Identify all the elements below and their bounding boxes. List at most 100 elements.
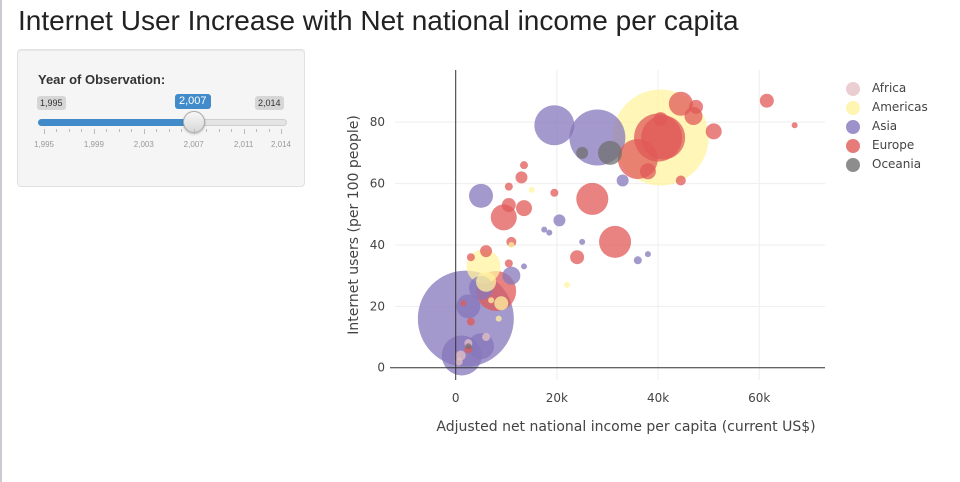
slider-tick-mark xyxy=(118,129,120,132)
bubble-chart: 0 20k 40k 60k 0 20 40 60 80 Adjusted net national… xyxy=(346,70,825,435)
y-axis-title: Internet users (per 100 people) xyxy=(346,115,362,335)
bubble-americas[interactable] xyxy=(528,186,535,193)
y-tick-label: 80 xyxy=(370,115,385,129)
slider-tick-mark xyxy=(243,129,245,134)
bubble-americas[interactable] xyxy=(476,271,497,292)
legend-label-africa: Africa xyxy=(872,81,907,95)
bubble-asia[interactable] xyxy=(469,183,493,208)
bubble-europe[interactable] xyxy=(504,182,513,191)
bubble-europe[interactable] xyxy=(689,99,703,114)
slider-tick-mark xyxy=(81,129,83,132)
slider-tick-mark xyxy=(143,129,145,134)
slider-tick-mark xyxy=(256,129,258,132)
bubble-asia[interactable] xyxy=(633,256,642,265)
x-tick-label: 20k xyxy=(546,391,568,405)
slider-tick-label: 2,007 xyxy=(183,140,204,149)
bubble-europe[interactable] xyxy=(639,163,656,180)
bubble-asia[interactable] xyxy=(553,214,566,227)
window-left-border xyxy=(0,0,2,482)
bubble-americas[interactable] xyxy=(495,315,502,322)
bubble-asia[interactable] xyxy=(644,251,651,258)
slider-tick-label: 1,999 xyxy=(83,140,104,149)
legend-label-asia: Asia xyxy=(872,119,898,133)
legend-swatch-europe xyxy=(846,139,860,153)
bubble-asia[interactable] xyxy=(468,333,494,360)
slider-label: Year of Observation: xyxy=(38,72,166,87)
legend-label-oceania: Oceania xyxy=(872,157,922,171)
bubble-europe[interactable] xyxy=(501,198,516,213)
slider-tick-mark xyxy=(193,129,195,134)
slider-tick-mark xyxy=(106,129,108,132)
bubble-europe[interactable] xyxy=(550,188,559,197)
x-tick-label: 60k xyxy=(748,391,770,405)
bubble-europe[interactable] xyxy=(570,250,585,265)
slider-tick-mark xyxy=(206,129,208,132)
slider-tick-mark xyxy=(268,129,270,132)
bubble-asia[interactable] xyxy=(502,266,521,285)
bubble-europe[interactable] xyxy=(504,259,513,268)
slider-tick-label: 2,011 xyxy=(233,140,254,149)
bubble-asia[interactable] xyxy=(521,263,527,270)
bubble-asia[interactable] xyxy=(456,294,481,319)
y-tick-label: 20 xyxy=(370,299,385,313)
slider-tick-mark xyxy=(281,129,282,134)
bubble-americas[interactable] xyxy=(564,281,570,288)
slider-tick-mark xyxy=(168,129,170,132)
bubble-europe[interactable] xyxy=(466,317,475,326)
slider-tick-mark xyxy=(131,129,133,132)
slider-min-label: 1,995 xyxy=(37,96,66,110)
bubble-europe[interactable] xyxy=(675,175,686,186)
slider-tick-mark xyxy=(231,129,233,132)
bubble-europe[interactable] xyxy=(653,112,668,127)
legend-swatch-africa xyxy=(846,82,860,96)
bubble-americas[interactable] xyxy=(508,241,515,248)
bubble-europe[interactable] xyxy=(466,253,475,262)
bubble-africa[interactable] xyxy=(454,357,463,366)
bubble-americas[interactable] xyxy=(494,296,509,311)
year-slider-fill xyxy=(38,119,194,126)
page-title: Internet User Increase with Net national… xyxy=(18,5,739,36)
bubble-europe[interactable] xyxy=(705,123,722,140)
slider-tick-mark xyxy=(56,129,58,132)
bubble-europe[interactable] xyxy=(460,300,467,307)
bubble-oceania[interactable] xyxy=(465,343,472,350)
bubble-europe[interactable] xyxy=(515,171,528,184)
bubble-asia[interactable] xyxy=(616,174,629,187)
bubble-europe[interactable] xyxy=(668,91,693,116)
bubble-europe[interactable] xyxy=(516,200,532,217)
y-tick-label: 60 xyxy=(370,177,385,191)
slider-tick-mark xyxy=(181,129,183,132)
bubble-asia[interactable] xyxy=(579,238,586,245)
slider-max-label: 2,014 xyxy=(255,96,284,110)
legend-swatch-oceania xyxy=(846,158,860,172)
slider-tick-mark xyxy=(218,129,220,132)
x-tick-label: 0 xyxy=(452,391,460,405)
slider-tick-mark xyxy=(44,129,45,134)
bubble-europe[interactable] xyxy=(576,182,609,215)
legend-label-europe: Europe xyxy=(872,138,915,152)
bubble-europe[interactable] xyxy=(480,245,493,258)
bubble-africa[interactable] xyxy=(482,333,491,342)
legend-swatch-asia xyxy=(846,120,860,134)
bubble-oceania[interactable] xyxy=(576,146,589,159)
bubble-oceania[interactable] xyxy=(598,140,622,165)
slider-tick-mark xyxy=(68,129,70,132)
y-tick-label: 0 xyxy=(377,361,385,375)
bubble-europe[interactable] xyxy=(791,122,798,129)
x-axis-title: Adjusted net national income per capita … xyxy=(436,419,815,435)
y-tick-label: 40 xyxy=(370,238,385,252)
bubble-europe[interactable] xyxy=(520,161,528,170)
bubble-europe[interactable] xyxy=(759,93,774,108)
sidebar-panel: Year of Observation: 1,995 2,007 2,014 1… xyxy=(17,49,305,187)
bubble-americas[interactable] xyxy=(488,297,495,304)
slider-current-label: 2,007 xyxy=(175,94,211,109)
bubble-asia[interactable] xyxy=(534,105,575,146)
bubble-asia[interactable] xyxy=(541,226,548,233)
slider-tick-mark xyxy=(93,129,95,134)
bubble-asia[interactable] xyxy=(546,229,553,236)
slider-tick-mark xyxy=(156,129,158,132)
slider-tick-label: 1,995 xyxy=(33,140,55,149)
bubble-europe[interactable] xyxy=(599,225,632,258)
slider-tick-label: 2,003 xyxy=(133,140,154,149)
legend-label-americas: Americas xyxy=(872,100,928,114)
